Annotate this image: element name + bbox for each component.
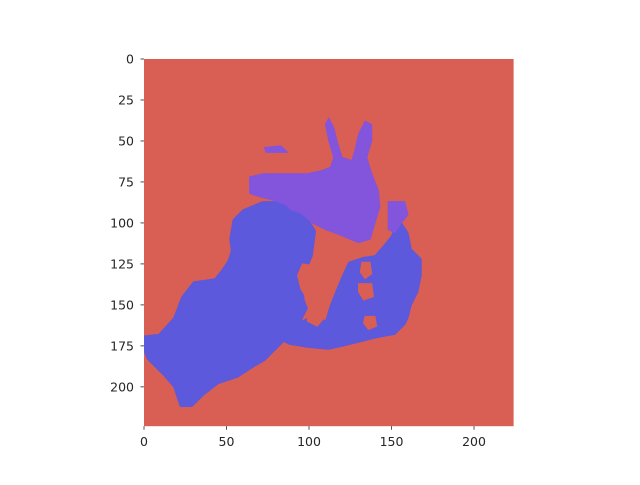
y-tick-label: 150 [110, 297, 134, 312]
x-tick-label: 150 [380, 434, 404, 449]
y-tick-label: 0 [126, 52, 134, 67]
x-tick-label: 0 [140, 434, 148, 449]
y-tick-label: 50 [118, 133, 134, 148]
segment-region [249, 117, 381, 244]
y-axis: 0 25 50 75 100 125 150 175 200 [110, 52, 144, 394]
segment-region [264, 145, 289, 153]
x-tick-label: 50 [219, 434, 235, 449]
segment-region [363, 315, 378, 330]
segment-region [358, 283, 374, 301]
segment-region [306, 304, 326, 327]
segment-region [297, 263, 320, 301]
segment-region [359, 261, 373, 280]
y-tick-label: 200 [110, 379, 134, 394]
y-tick-label: 25 [118, 92, 134, 107]
segment-layer [144, 117, 422, 407]
y-tick-label: 100 [110, 215, 134, 230]
segment-region [387, 201, 409, 234]
y-tick-label: 125 [110, 256, 134, 271]
y-tick-label: 175 [110, 338, 134, 353]
x-tick-label: 200 [462, 434, 486, 449]
x-axis: 0 50 100 150 200 [140, 426, 486, 449]
x-tick-label: 100 [297, 434, 321, 449]
y-tick-label: 75 [118, 174, 134, 189]
plot-area [144, 59, 514, 427]
segment-region [144, 201, 317, 407]
